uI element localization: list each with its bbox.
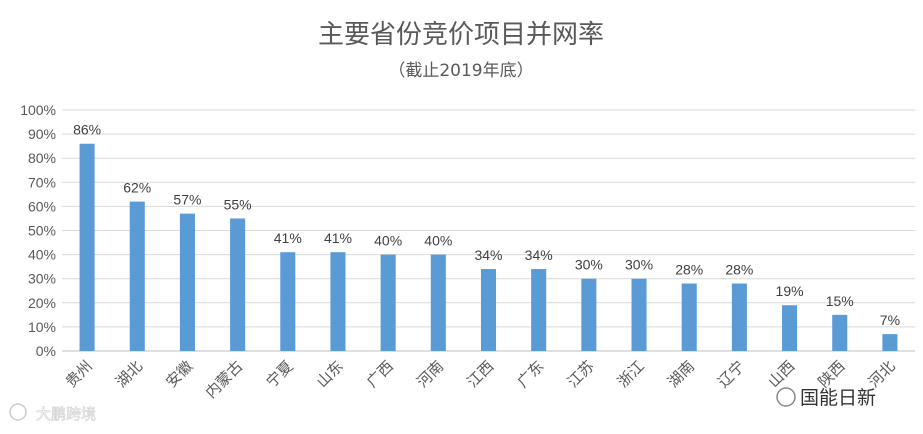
y-tick-label: 100% (20, 102, 56, 118)
y-tick-label: 90% (28, 126, 56, 142)
data-label: 28% (725, 262, 753, 278)
y-tick-label: 50% (28, 223, 56, 239)
y-tick-label: 30% (28, 271, 56, 287)
data-label: 55% (224, 196, 252, 212)
bar (380, 254, 396, 351)
x-tick-label: 江苏 (564, 357, 598, 391)
y-tick-label: 40% (28, 247, 56, 263)
x-tick-label: 浙江 (614, 357, 648, 391)
bar (882, 334, 898, 351)
bar (631, 278, 647, 351)
gridlines (62, 109, 915, 352)
data-label: 40% (374, 233, 402, 249)
bar (330, 252, 346, 351)
x-tick-label: 湖南 (664, 357, 698, 391)
data-label: 41% (324, 230, 352, 246)
bar (230, 218, 246, 351)
x-axis: 贵州 湖北 安徽 内蒙古 宁夏 山东 广西 河南 江西 广东 江苏 浙江 湖南 辽宁 山西 陕西 河北 (62, 357, 899, 402)
data-label: 30% (575, 257, 603, 273)
bar (280, 252, 296, 351)
y-tick-label: 80% (28, 150, 56, 166)
bar (681, 283, 697, 351)
x-tick-label: 山西 (764, 357, 798, 391)
x-tick-label: 河北 (865, 357, 899, 391)
data-label: 30% (625, 257, 653, 273)
watermark-right: 国能日新 (776, 387, 876, 409)
data-label: 34% (474, 247, 502, 263)
data-label: 62% (123, 180, 151, 196)
x-tick-label: 广西 (363, 357, 397, 391)
bar (731, 283, 747, 351)
bars (79, 143, 898, 351)
x-tick-label: 贵州 (62, 357, 96, 391)
x-tick-label: 安徽 (162, 357, 196, 391)
watermark-left-text: 大鹏跨境 (36, 405, 96, 423)
bar (581, 278, 597, 351)
y-tick-label: 20% (28, 295, 56, 311)
watermark-right-text: 国能日新 (800, 387, 876, 409)
data-label: 28% (675, 262, 703, 278)
bar (480, 269, 497, 351)
y-tick-label: 0% (36, 343, 56, 359)
x-tick-label: 江西 (463, 357, 497, 391)
y-axis: 0% 10% 20% 30% 40% 50% 60% 70% 80% 90% 100% (20, 102, 56, 359)
data-label: 86% (73, 122, 101, 138)
y-tick-label: 70% (28, 174, 56, 190)
data-label: 41% (274, 230, 302, 246)
bar (782, 305, 798, 351)
bar (179, 213, 195, 351)
x-tick-label: 河南 (413, 357, 447, 391)
y-tick-label: 60% (28, 198, 56, 214)
x-tick-label: 湖北 (112, 357, 146, 391)
x-tick-label: 广东 (514, 357, 548, 391)
x-tick-label: 陕西 (815, 357, 849, 391)
data-label: 19% (776, 283, 804, 299)
x-tick-label: 山东 (313, 357, 347, 391)
data-label: 40% (424, 233, 452, 249)
x-tick-label: 宁夏 (263, 357, 297, 391)
data-label: 7% (880, 312, 900, 328)
data-label: 57% (173, 192, 201, 208)
bar (129, 201, 145, 351)
watermark-left: 大鹏跨境 (9, 403, 96, 423)
bar (531, 269, 547, 351)
y-tick-label: 10% (28, 319, 56, 335)
chart-title: 主要省份竞价项目并网率 (318, 20, 604, 50)
data-labels: 86% 62% 57% 55% 41% 41% 40% 40% 34% 34% 30% 30% 28% 2… (73, 122, 900, 328)
bar (430, 254, 446, 351)
x-tick-label: 辽宁 (714, 357, 748, 391)
bar (79, 143, 95, 351)
bar (832, 314, 848, 351)
data-label: 15% (826, 293, 854, 309)
wechat-icon (776, 387, 796, 407)
data-label: 34% (525, 247, 553, 263)
x-tick-label: 内蒙古 (202, 357, 247, 402)
chart-subtitle: （截止2019年底） (388, 61, 533, 81)
weibo-icon (9, 403, 27, 421)
